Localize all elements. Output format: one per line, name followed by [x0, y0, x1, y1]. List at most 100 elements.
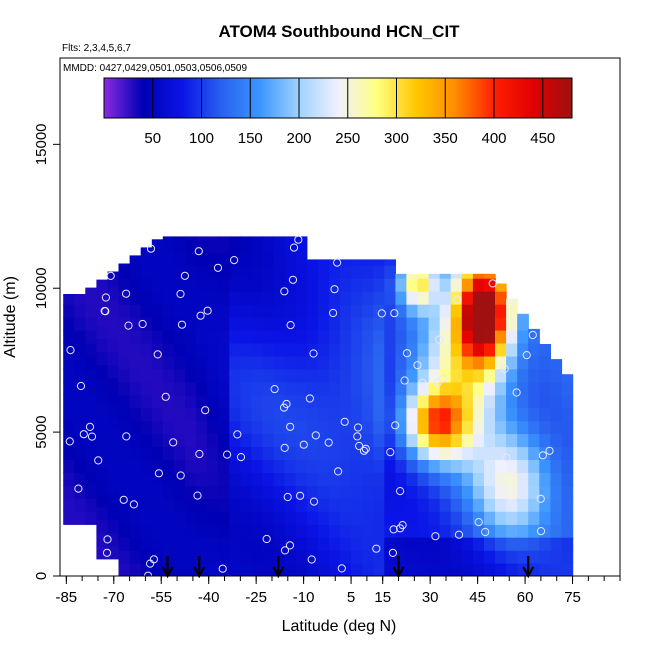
heatmap-cell [151, 498, 164, 512]
heatmap-cell [461, 446, 474, 460]
heatmap-cell [351, 355, 363, 370]
heatmap-cell [85, 511, 97, 525]
heatmap-cell [229, 550, 241, 564]
heatmap-cell [384, 304, 396, 318]
heatmap-cell [173, 524, 186, 538]
heatmap-cell [240, 291, 252, 305]
heatmap-cell [284, 472, 297, 486]
heatmap-cell [273, 239, 286, 253]
heatmap-cell [173, 407, 186, 422]
heatmap-cell [384, 407, 396, 422]
heatmap-cell [118, 278, 131, 292]
heatmap-cell [517, 317, 529, 331]
heatmap-cell [428, 446, 441, 460]
sample-point [386, 448, 395, 457]
heatmap-cell [428, 273, 441, 279]
heatmap-cell [328, 407, 341, 422]
sample-point [289, 243, 299, 252]
heatmap-cell [173, 368, 186, 383]
heatmap-cell [118, 524, 131, 538]
heatmap-cell [484, 511, 496, 525]
heatmap-cell [351, 368, 363, 383]
heatmap-cell [229, 239, 241, 253]
heatmap-cell [506, 342, 518, 357]
heatmap-cell [362, 317, 374, 331]
heatmap-cell [96, 338, 109, 353]
heatmap-cell [96, 429, 109, 443]
heatmap-cell [384, 459, 396, 473]
heatmap-cell [173, 420, 186, 435]
heatmap-cell [173, 265, 186, 279]
heatmap-cell [140, 278, 153, 292]
heatmap-cell [218, 317, 230, 331]
heatmap-cell [207, 239, 219, 253]
heatmap-cell [472, 394, 485, 409]
heatmap-cell [373, 355, 385, 370]
heatmap-cell [517, 446, 529, 460]
heatmap-cell [317, 563, 330, 576]
heatmap-cell [262, 394, 275, 409]
heatmap-cell [472, 537, 485, 551]
heatmap-cell [406, 278, 419, 292]
heatmap-cell [196, 511, 208, 525]
sample-point [177, 320, 187, 329]
heatmap-cell [495, 550, 507, 564]
heatmap-cell [273, 524, 286, 538]
heatmap-cell [428, 304, 441, 318]
heatmap-cell [340, 485, 352, 499]
heatmap-cell [384, 420, 396, 435]
sample-point [388, 548, 397, 558]
heatmap-cell [63, 446, 75, 460]
heatmap-cell [207, 304, 219, 318]
heatmap-cell [306, 524, 319, 538]
heatmap-cell [495, 446, 507, 460]
heatmap-cell [506, 317, 518, 331]
heatmap-cell [129, 304, 142, 318]
heatmap-cell [85, 498, 97, 512]
heatmap-cell [362, 550, 374, 564]
heatmap-cell [417, 394, 430, 409]
heatmap-cell [495, 433, 507, 448]
heatmap-cell [539, 550, 551, 564]
heatmap-cell [484, 433, 496, 448]
heatmap-cell [439, 472, 452, 486]
heatmap-cell [240, 304, 252, 318]
heatmap-cell [185, 498, 197, 512]
heatmap-cell [196, 342, 208, 357]
heatmap-cell [328, 330, 341, 344]
heatmap-cell [340, 498, 352, 512]
heatmap-cell [185, 236, 197, 240]
heatmap-cell [251, 563, 264, 576]
heatmap-cell [173, 252, 186, 266]
heatmap-cell [273, 550, 286, 564]
heatmap-cell [218, 236, 230, 240]
heatmap-cell [96, 532, 109, 547]
heatmap-cell [273, 459, 286, 473]
x-tick-label: -25 [245, 589, 267, 606]
heatmap-cell [295, 524, 308, 538]
sample-point [372, 544, 381, 553]
heatmap-cell [340, 420, 352, 435]
heatmap-cell [395, 472, 408, 486]
heatmap-cell [340, 330, 352, 344]
heatmap-cell [340, 524, 352, 538]
heatmap-cell [162, 278, 175, 292]
colorbar-tick-label: 100 [189, 130, 214, 147]
heatmap-cell [262, 265, 275, 279]
heatmap-cell [362, 291, 374, 305]
heatmap-cell [74, 446, 86, 460]
heatmap-cell [528, 563, 540, 576]
heatmap-cell [450, 420, 463, 435]
heatmap-cell [151, 459, 164, 473]
heatmap-cell [229, 537, 241, 551]
heatmap-cell [406, 330, 419, 344]
heatmap-cell [450, 394, 463, 409]
heatmap-cell [295, 368, 308, 383]
heatmap-cell [251, 433, 264, 448]
heatmap-cell [284, 420, 297, 435]
heatmap-cell [428, 420, 441, 435]
heatmap-cell [85, 472, 97, 486]
heatmap-cell [96, 299, 109, 314]
heatmap-cell [162, 252, 175, 266]
heatmap-cell [63, 330, 75, 344]
